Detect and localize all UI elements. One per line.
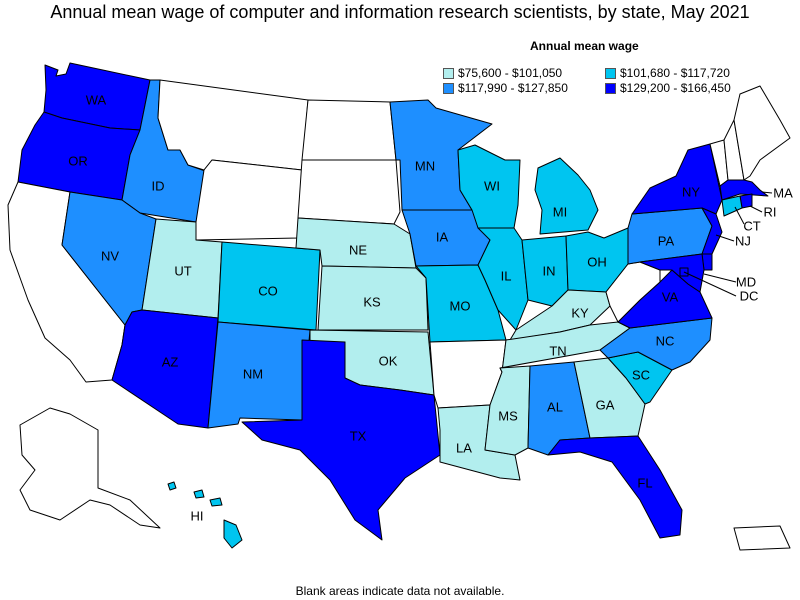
legend-item-bin-3: $117,990 - $127,850: [443, 81, 568, 95]
label-oh: OH: [587, 254, 607, 269]
label-wa: WA: [86, 92, 107, 107]
label-ky: KY: [571, 305, 589, 320]
legend-swatch: [605, 82, 616, 94]
state-me[interactable]: [733, 85, 791, 181]
state-fl[interactable]: [547, 435, 683, 539]
label-ma: MA: [773, 185, 793, 200]
state-nd[interactable]: [301, 99, 397, 161]
label-fl: FL: [637, 475, 652, 490]
state-wi[interactable]: [457, 144, 521, 229]
label-az: AZ: [162, 354, 179, 369]
state-wy[interactable]: [195, 159, 303, 241]
label-ok: OK: [379, 353, 398, 368]
state-ct[interactable]: [721, 195, 743, 217]
legend-swatch: [443, 67, 454, 79]
label-nc: NC: [656, 333, 675, 348]
label-va: VA: [662, 289, 679, 304]
label-wi: WI: [484, 178, 500, 193]
label-or: OR: [68, 153, 88, 168]
map-title: Annual mean wage of computer and informa…: [50, 2, 750, 22]
label-dc: DC: [740, 288, 759, 303]
state-il[interactable]: [477, 227, 529, 331]
legend-swatch: [443, 82, 454, 94]
label-nj: NJ: [735, 233, 751, 248]
state-sd[interactable]: [297, 159, 401, 225]
label-nm: NM: [243, 366, 263, 381]
state-ma[interactable]: [719, 179, 769, 201]
label-ia: IA: [436, 229, 449, 244]
label-la: LA: [456, 440, 472, 455]
label-in: IN: [543, 263, 556, 278]
legend-swatch: [605, 67, 616, 79]
state-md[interactable]: [639, 253, 705, 293]
label-hi: HI: [191, 508, 204, 523]
label-ct: CT: [743, 218, 760, 233]
state-ks[interactable]: [317, 265, 429, 331]
label-ut: UT: [174, 263, 191, 278]
label-sc: SC: [632, 367, 650, 382]
label-mi: MI: [553, 204, 567, 219]
label-tx: TX: [350, 428, 367, 443]
label-pa: PA: [658, 233, 675, 248]
legend-label: $129,200 - $166,450: [620, 81, 731, 95]
state-ny[interactable]: [631, 143, 723, 215]
label-id: ID: [152, 178, 165, 193]
label-ms: MS: [498, 408, 518, 423]
legend-label: $75,600 - $101,050: [458, 66, 563, 80]
label-nv: NV: [101, 248, 119, 263]
state-hi[interactable]: [167, 481, 243, 549]
state-ak[interactable]: [19, 407, 161, 529]
label-mn: MN: [415, 158, 435, 173]
legend-label: $117,990 - $127,850: [458, 81, 568, 95]
label-ne: NE: [349, 242, 367, 257]
legend-label: $101,680 - $117,720: [620, 66, 730, 80]
label-il: IL: [501, 268, 512, 283]
footnote: Blank areas indicate data not available.: [295, 584, 505, 598]
label-ks: KS: [363, 294, 381, 309]
state-pr[interactable]: [733, 525, 791, 551]
label-co: CO: [258, 283, 278, 298]
state-labels: WA OR ID NV UT AZ CO NM NE KS OK TX MN I…: [68, 92, 793, 523]
legend-item-bin-1: $75,600 - $101,050: [443, 66, 562, 80]
label-ri: RI: [764, 204, 777, 219]
label-tn: TN: [549, 343, 566, 358]
state-mi[interactable]: [534, 157, 599, 235]
label-md: MD: [736, 274, 756, 289]
label-al: AL: [547, 399, 563, 414]
label-ny: NY: [682, 184, 700, 199]
legend-title: Annual mean wage: [530, 39, 639, 53]
legend-item-bin-4: $129,200 - $166,450: [605, 81, 731, 95]
state-tx[interactable]: [241, 339, 441, 541]
legend-item-bin-2: $101,680 - $117,720: [605, 66, 730, 80]
label-mo: MO: [450, 298, 471, 313]
label-ga: GA: [596, 397, 615, 412]
